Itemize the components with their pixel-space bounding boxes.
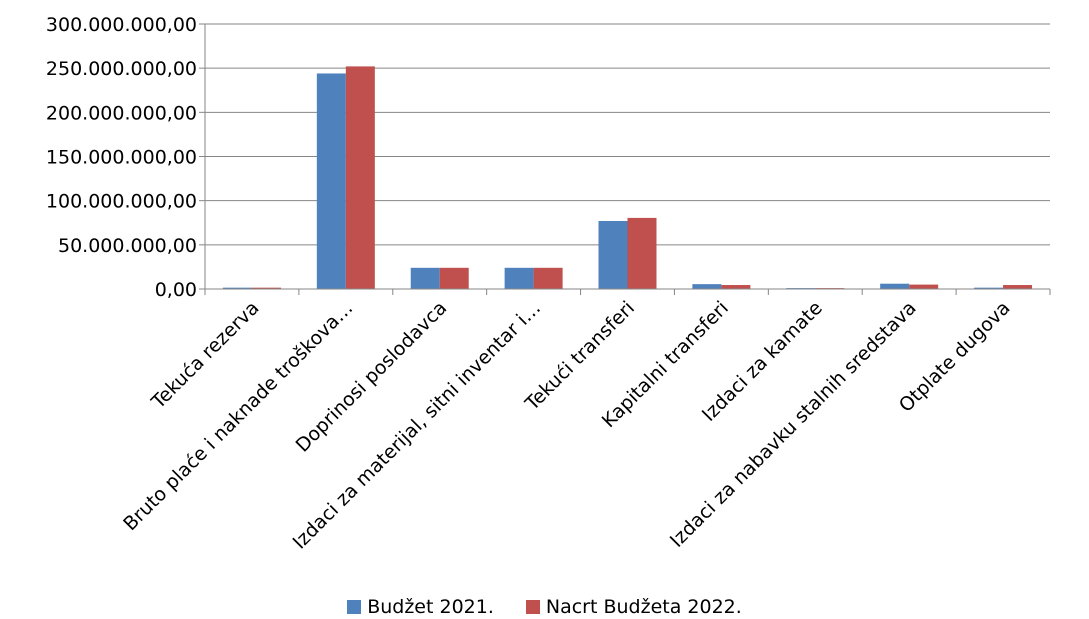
y-tick-label: 100.000.000,00: [46, 191, 197, 213]
y-tick-label: 300.000.000,00: [46, 14, 197, 36]
legend-swatch: [525, 600, 540, 614]
bar-budzet-2021: [598, 220, 628, 289]
legend-label: Budžet 2021.: [367, 596, 494, 618]
bar-chart: 0,00 50.000.000,00 100.000.000,00 150.000.0…: [46, 14, 1051, 554]
legend-label: Nacrt Budžeta 2022.: [545, 596, 742, 618]
y-axis: 0,00 50.000.000,00 100.000.000,00 150.000.0…: [46, 14, 206, 301]
bar-nacrt-2022: [533, 267, 563, 289]
legend-item-budzet-2021: Budžet 2021.: [347, 596, 494, 618]
bar-nacrt-2022: [627, 217, 657, 289]
y-tick-label: 250.000.000,00: [46, 58, 197, 80]
bar-budzet-2021: [974, 287, 1004, 289]
bar-nacrt-2022: [909, 284, 939, 289]
bar-nacrt-2022: [439, 267, 469, 289]
bar-budzet-2021: [504, 267, 534, 289]
bar-budzet-2021: [222, 287, 252, 289]
legend: Budžet 2021. Nacrt Budžeta 2022.: [0, 596, 1089, 618]
legend-swatch: [347, 600, 362, 614]
bar-budzet-2021: [410, 267, 440, 289]
legend-item-nacrt-2022: Nacrt Budžeta 2022.: [525, 596, 742, 618]
x-tick-label: Doprinosi poslodavca: [292, 297, 452, 457]
bars: [222, 66, 1033, 290]
bar-nacrt-2022: [1003, 285, 1033, 289]
y-tick-label: 150.000.000,00: [46, 147, 197, 169]
y-tick-label: 200.000.000,00: [46, 102, 197, 124]
y-tick-label: 50.000.000,00: [58, 235, 197, 257]
bar-budzet-2021: [692, 284, 722, 289]
bar-nacrt-2022: [345, 66, 375, 290]
y-tick-label: 0,00: [155, 279, 197, 301]
bar-nacrt-2022: [721, 285, 751, 289]
bar-budzet-2021: [880, 283, 910, 289]
bar-nacrt-2022: [251, 287, 281, 289]
bar-budzet-2021: [316, 73, 346, 289]
